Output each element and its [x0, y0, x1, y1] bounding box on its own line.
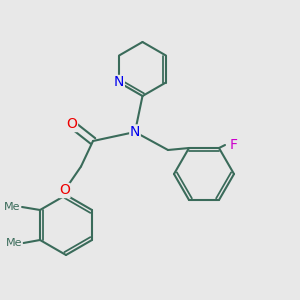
Text: O: O	[59, 184, 70, 197]
Text: O: O	[67, 118, 77, 131]
Text: N: N	[130, 125, 140, 139]
Text: Me: Me	[5, 238, 22, 248]
Text: N: N	[114, 76, 124, 89]
Text: Me: Me	[4, 202, 20, 212]
Text: F: F	[230, 138, 238, 152]
